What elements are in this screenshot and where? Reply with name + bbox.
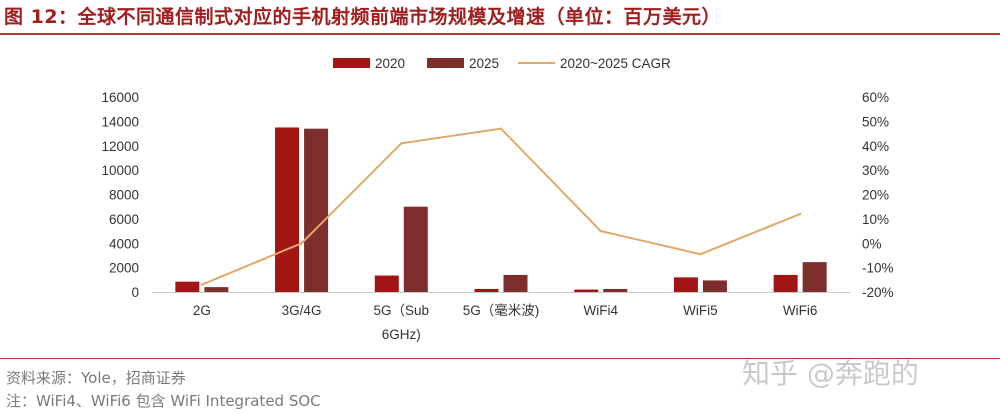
right-y-tick-label: -10%: [862, 261, 894, 276]
x-tick-label: WiFi4: [583, 303, 618, 318]
legend-item-0: 2020: [333, 56, 405, 71]
cagr-line-series: [200, 127, 802, 286]
legend-label: 2025: [469, 56, 499, 71]
source-note: 资料来源：Yole，招商证券: [6, 369, 186, 387]
right-y-tick-label: 30%: [862, 163, 889, 178]
legend-label: 2020: [375, 56, 405, 71]
bar-2025: [204, 287, 229, 292]
right-y-tick-label: 40%: [862, 139, 889, 154]
right-y-tick-label: 10%: [862, 212, 889, 227]
bar-2020: [574, 289, 599, 292]
left-y-tick-label: 16000: [101, 90, 139, 105]
bar-2020: [773, 274, 798, 292]
legend-item-2: 2020~2025 CAGR: [518, 56, 671, 71]
bar-2025: [603, 288, 628, 292]
bar-2020: [175, 281, 200, 292]
cagr-point: [400, 142, 403, 145]
x-tick-label: WiFi5: [683, 303, 718, 318]
right-y-tick-label: 20%: [862, 188, 889, 203]
x-tick-label: 5G（毫米波): [463, 302, 540, 318]
left-y-tick-label: 6000: [109, 212, 139, 227]
footnote: 注：WiFi4、WiFi6 包含 WiFi Integrated SOC: [6, 392, 321, 410]
x-tick-label: 5G（Sub: [374, 303, 430, 318]
legend-swatch: [427, 58, 464, 68]
cagr-point: [200, 283, 204, 286]
x-tick-label: 2G: [193, 303, 211, 318]
right-y-tick-label: 50%: [862, 114, 889, 129]
legend-item-1: 2025: [427, 56, 499, 71]
left-y-tick-label: 4000: [109, 236, 139, 251]
bar-2025: [702, 280, 727, 292]
left-y-tick-label: 14000: [101, 114, 139, 129]
bar-2025: [304, 128, 329, 292]
left-y-tick-label: 8000: [109, 188, 139, 203]
chart: 2020 2025 2020~2025 CAGR 16000 14000 12000 10…: [101, 56, 894, 342]
x-axis: 2G 3G/4G 5G（Sub 6GHz) 5G（毫米波) WiFi4 WiFi5 WiFi6: [152, 292, 850, 342]
bar-2020: [673, 277, 698, 292]
cagr-point: [499, 127, 503, 130]
bar-2025: [802, 262, 827, 292]
right-y-tick-label: -20%: [862, 285, 894, 300]
left-y-tick-label: 0: [131, 285, 139, 300]
cagr-point: [798, 212, 802, 216]
legend-label: 2020~2025 CAGR: [560, 56, 671, 71]
bar-series: [175, 127, 827, 292]
right-y-tick-label: 60%: [862, 90, 889, 105]
bar-2025: [503, 274, 528, 292]
right-y-axis: 60% 50% 40% 30% 20% 10% 0% -10% -20%: [862, 90, 894, 300]
watermark-text: 知乎 @奔跑的: [742, 357, 919, 390]
bar-2020: [275, 127, 300, 292]
left-y-tick-label: 2000: [109, 261, 139, 276]
cagr-point: [699, 253, 702, 256]
right-y-tick-label: 0%: [862, 236, 882, 251]
bar-2020: [474, 288, 499, 292]
chart-title: 图 12：全球不同通信制式对应的手机射频前端市场规模及增速（单位：百万美元）: [4, 6, 722, 28]
title-divider: [0, 33, 1000, 35]
left-y-tick-label: 10000: [101, 163, 139, 178]
x-tick-label: WiFi6: [783, 303, 818, 318]
x-tick-label: 3G/4G: [282, 303, 322, 318]
x-tick-label: 6GHz): [382, 327, 421, 342]
chart-legend: 2020 2025 2020~2025 CAGR: [333, 56, 671, 71]
cagr-point: [599, 229, 602, 233]
bar-2020: [374, 275, 399, 292]
left-y-tick-label: 12000: [101, 139, 139, 154]
footer-divider: [0, 358, 1000, 359]
left-y-axis: 16000 14000 12000 10000 8000 6000 4000 2000 0: [101, 90, 139, 300]
legend-swatch: [333, 58, 370, 68]
cagr-point: [300, 242, 303, 245]
bar-2025: [403, 206, 428, 292]
